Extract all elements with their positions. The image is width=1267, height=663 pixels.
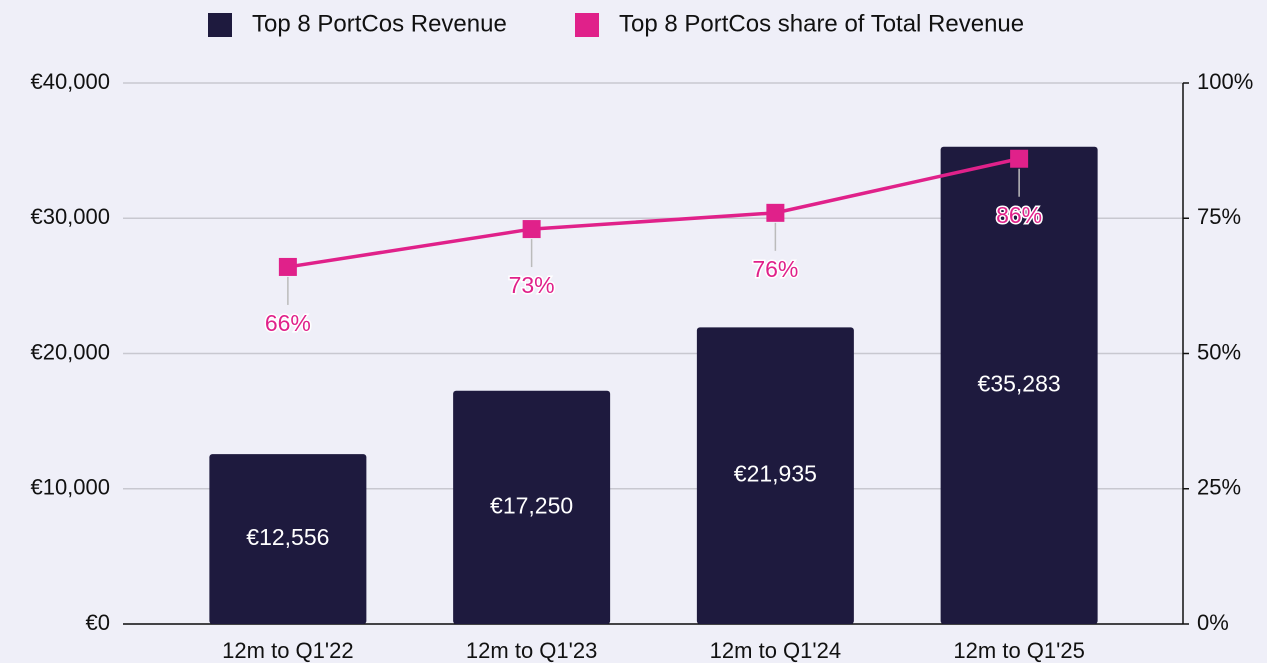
legend-label: Top 8 PortCos share of Total Revenue: [619, 10, 1024, 37]
line: [287, 157, 1020, 269]
y2-tick-label: 75%: [1197, 204, 1241, 229]
bar-value-label: €21,935: [734, 461, 817, 487]
y2-tick-label: 100%: [1197, 69, 1253, 94]
bar: [209, 454, 367, 624]
legend-label: Top 8 PortCos Revenue: [252, 10, 507, 37]
line-marker: [1010, 149, 1029, 168]
y2-tick-label: 50%: [1197, 339, 1241, 364]
line-value-label: 73%: [509, 272, 555, 298]
line-value-label: 66%: [265, 310, 311, 336]
line-marker: [522, 220, 541, 239]
bar-value-label: €35,283: [978, 370, 1061, 396]
y-tick-label: €10,000: [30, 475, 110, 500]
bar: [696, 327, 854, 624]
y-tick-label: €20,000: [30, 339, 110, 364]
line-value-label: 76%: [752, 256, 798, 282]
x-tick-label: 12m to Q1'22: [222, 638, 353, 663]
y-tick-label: €30,000: [30, 204, 110, 229]
x-tick-label: 12m to Q1'25: [953, 638, 1084, 663]
bar-value-label: €17,250: [490, 492, 573, 518]
y2-tick-label: 0%: [1197, 610, 1229, 635]
legend-swatch: [575, 13, 599, 37]
bar: [453, 390, 611, 624]
x-tick-label: 12m to Q1'23: [466, 638, 597, 663]
bar: [940, 146, 1098, 624]
bar-value-label: €12,556: [246, 524, 329, 550]
line-marker: [766, 203, 785, 222]
y-tick-label: €40,000: [30, 69, 110, 94]
x-tick-label: 12m to Q1'24: [710, 638, 841, 663]
line-marker: [278, 257, 297, 276]
legend-swatch: [208, 13, 232, 37]
y2-tick-label: 25%: [1197, 475, 1241, 500]
line-value-label: 86%: [996, 202, 1042, 228]
y-tick-label: €0: [86, 610, 110, 635]
